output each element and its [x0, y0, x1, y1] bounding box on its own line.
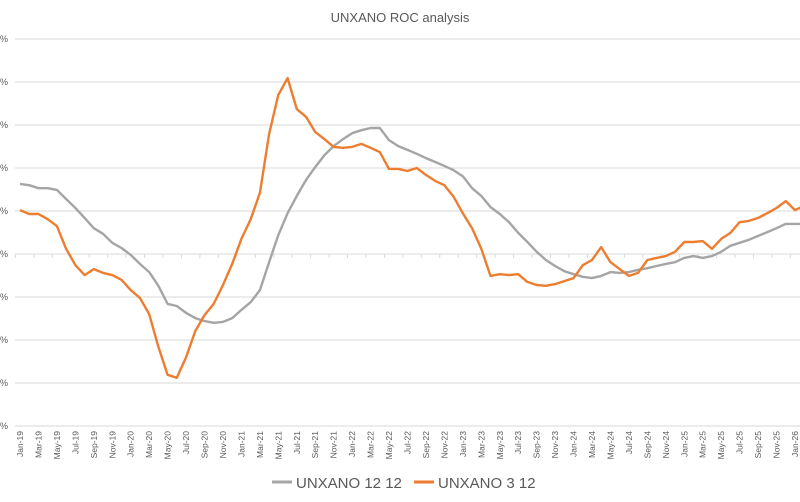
y-tick-label: % [0, 77, 8, 87]
x-tick-label: Mar-20 [144, 431, 154, 458]
x-tick-label: May-23 [495, 431, 505, 460]
y-tick-label: % [0, 292, 8, 302]
y-tick-label: % [0, 206, 8, 216]
legend-label-unxano-12-12: UNXANO 12 12 [296, 475, 402, 492]
x-tick-label: Jul-24 [624, 431, 634, 454]
x-tick-label: May-25 [716, 431, 726, 460]
x-tick-label: Jan-24 [569, 431, 579, 457]
x-tick-label: Sep-25 [753, 431, 763, 459]
x-tick-label: Mar-24 [587, 431, 597, 458]
gridlines [15, 38, 800, 427]
x-tick-label: May-19 [52, 431, 62, 460]
x-tick-label: Nov-24 [661, 431, 671, 459]
x-tick-label: Jul-20 [181, 431, 191, 454]
y-tick-label: % [0, 34, 8, 44]
x-tick-label: Sep-24 [642, 431, 652, 459]
x-axis-labels: Jan-19 Mar-19 May-19 Jul-19 Sep-19 Nov-19 Jan-… [15, 431, 800, 460]
x-tick-label: Mar-23 [476, 431, 486, 458]
series-line-unxano-12-12 [19, 126, 800, 324]
y-tick-label: % [0, 335, 8, 345]
x-tick-label: Nov-19 [107, 431, 117, 459]
legend-label-unxano-3-12: UNXANO 3 12 [438, 475, 536, 492]
x-tick-label: Mar-22 [366, 431, 376, 458]
x-tick-label: Jul-21 [292, 431, 302, 454]
x-tick-label: May-20 [163, 431, 173, 460]
x-tick-label: Sep-22 [421, 431, 431, 459]
x-tick-label: May-21 [273, 431, 283, 460]
x-tick-label: May-24 [605, 431, 615, 460]
x-tick-label: Jul-23 [513, 431, 523, 454]
x-tick-label: May-22 [384, 431, 394, 460]
y-tick-label: % [0, 421, 8, 431]
x-tick-label: Jan-22 [347, 431, 357, 457]
x-tick-label: Nov-22 [439, 431, 449, 459]
x-tick-label: Nov-23 [550, 431, 560, 459]
y-tick-label: % [0, 249, 8, 259]
x-tick-label: Nov-21 [329, 431, 339, 459]
x-tick-label: Sep-19 [89, 431, 99, 459]
x-tick-label: Mar-19 [33, 431, 43, 458]
x-tick-label: Nov-20 [218, 431, 228, 459]
series-lines [19, 76, 800, 379]
y-tick-label: % [0, 120, 8, 130]
x-tick-label: Jan-26 [790, 431, 800, 457]
y-tick-label: % [0, 378, 8, 388]
x-tick-label: Nov-25 [772, 431, 782, 459]
x-tick-label: Jul-19 [70, 431, 80, 454]
x-tick-label: Jan-19 [15, 431, 25, 457]
y-tick-label: % [0, 163, 8, 173]
x-tick-label: Jul-25 [735, 431, 745, 454]
x-tick-label: Jan-20 [126, 431, 136, 457]
x-tick-label: Sep-20 [200, 431, 210, 459]
chart-title: UNXANO ROC analysis [331, 10, 470, 25]
x-tick-label: Jul-22 [402, 431, 412, 454]
y-axis-labels: % % % % % % % % % % [0, 34, 8, 431]
x-tick-label: Jan-23 [458, 431, 468, 457]
legend: UNXANO 12 12 UNXANO 3 12 [272, 475, 536, 492]
x-tick-label: Jan-25 [679, 431, 689, 457]
x-tick-label: Mar-21 [255, 431, 265, 458]
x-tick-label: Mar-25 [698, 431, 708, 458]
series-line-unxano-3-12 [19, 76, 800, 379]
x-tick-label: Jan-21 [236, 431, 246, 457]
x-tick-label: Sep-21 [310, 431, 320, 459]
x-tick-label: Sep-23 [532, 431, 542, 459]
